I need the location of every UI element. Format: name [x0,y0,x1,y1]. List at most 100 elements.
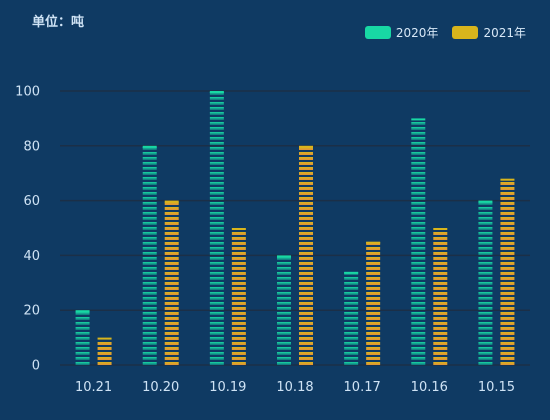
bar-segment [142,342,157,345]
bar-segment [164,312,179,315]
bar-segment [344,292,359,295]
bar-segment [500,332,515,335]
bar-segment [142,162,157,165]
bar-segment [231,357,246,360]
bar-segment [75,352,90,355]
bar-segment [299,182,313,185]
bar-segment [299,292,313,295]
bar-segment [209,112,224,115]
bar-series-1-10.16[interactable] [411,118,426,365]
bar-segment [277,262,291,265]
bar-segment [277,282,291,285]
bar-segment [142,347,157,350]
bar-segment [142,182,157,185]
bar-series-2-10.21[interactable] [97,337,112,365]
bar-segment [209,322,224,325]
bar-segment [478,327,493,330]
bar-segment [164,347,179,350]
bar-segment [299,257,313,260]
bar-segment [142,177,157,180]
bar-segment [299,267,313,270]
bar-series-2-10.18[interactable] [299,145,313,365]
bar-segment [478,237,493,240]
bar-series-2-10.20[interactable] [164,200,179,365]
legend-item-series-1[interactable]: 2020年 [364,24,438,41]
bar-segment [299,187,313,190]
bar-segment [277,307,291,310]
bar-segment [478,277,493,280]
bar-series-2-10.15[interactable] [500,178,515,365]
bar-segment [478,272,493,275]
bar-segment [231,287,246,290]
legend-item-series-2[interactable]: 2021年 [452,24,526,41]
bar-segment [164,332,179,335]
bar-segment [142,152,157,155]
bar-segment [411,132,426,135]
bar-cap [97,337,112,340]
bar-segment [231,332,246,335]
bar-series-1-10.15[interactable] [478,200,493,365]
bar-segment [209,192,224,195]
bar-segment [411,182,426,185]
bar-segment [209,187,224,190]
bar-series-1-10.18[interactable] [277,255,291,365]
bar-segment [164,252,179,255]
bar-segment [164,337,179,340]
bar-segment [433,312,448,315]
bar-segment [142,312,157,315]
bar-segment [411,307,426,310]
bar-segment [344,347,359,350]
x-tick-label: 10.16 [411,380,448,395]
bar-segment [231,267,246,270]
bar-segment [97,362,112,365]
bar-segment [164,317,179,320]
bar-segment [478,227,493,230]
bar-series-1-10.20[interactable] [142,145,157,365]
bar-series-1-10.19[interactable] [209,91,224,365]
bar-segment [142,297,157,300]
bar-segment [277,272,291,275]
bar-segment [478,242,493,245]
bar-segment [478,212,493,215]
bar-segment [209,222,224,225]
bar-segment [164,247,179,250]
bar-segment [299,237,313,240]
bar-segment [433,237,448,240]
bar-segment [231,307,246,310]
bar-segment [164,352,179,355]
bar-series-1-10.21[interactable] [75,310,90,365]
bar-segment [411,222,426,225]
bar-cap [411,118,426,121]
bar-segment [231,292,246,295]
bar-series-2-10.16[interactable] [433,228,448,365]
bar-segment [500,202,515,205]
bar-segment [411,162,426,165]
bar-series-2-10.19[interactable] [231,228,246,365]
bar-segment [209,277,224,280]
bar-segment [142,187,157,190]
bar-segment [411,197,426,200]
bar-segment [142,192,157,195]
bar-segment [500,362,515,365]
bar-segment [433,362,448,365]
bar-segment [500,307,515,310]
bar-segment [142,227,157,230]
bar-segment [209,127,224,130]
bar-segment [164,327,179,330]
bar-segment [142,357,157,360]
bar-segment [209,317,224,320]
bar-series-2-10.17[interactable] [366,241,381,365]
bar-segment [411,297,426,300]
bar-segment [231,232,246,235]
bar-segment [142,157,157,160]
bar-segment [164,257,179,260]
bar-segment [500,342,515,345]
bar-segment [344,357,359,360]
bar-segment [209,117,224,120]
bar-segment [231,282,246,285]
bar-segment [500,322,515,325]
bar-segment [142,207,157,210]
bar-segment [500,252,515,255]
bar-series-1-10.17[interactable] [344,271,359,365]
bar-segment [411,362,426,365]
